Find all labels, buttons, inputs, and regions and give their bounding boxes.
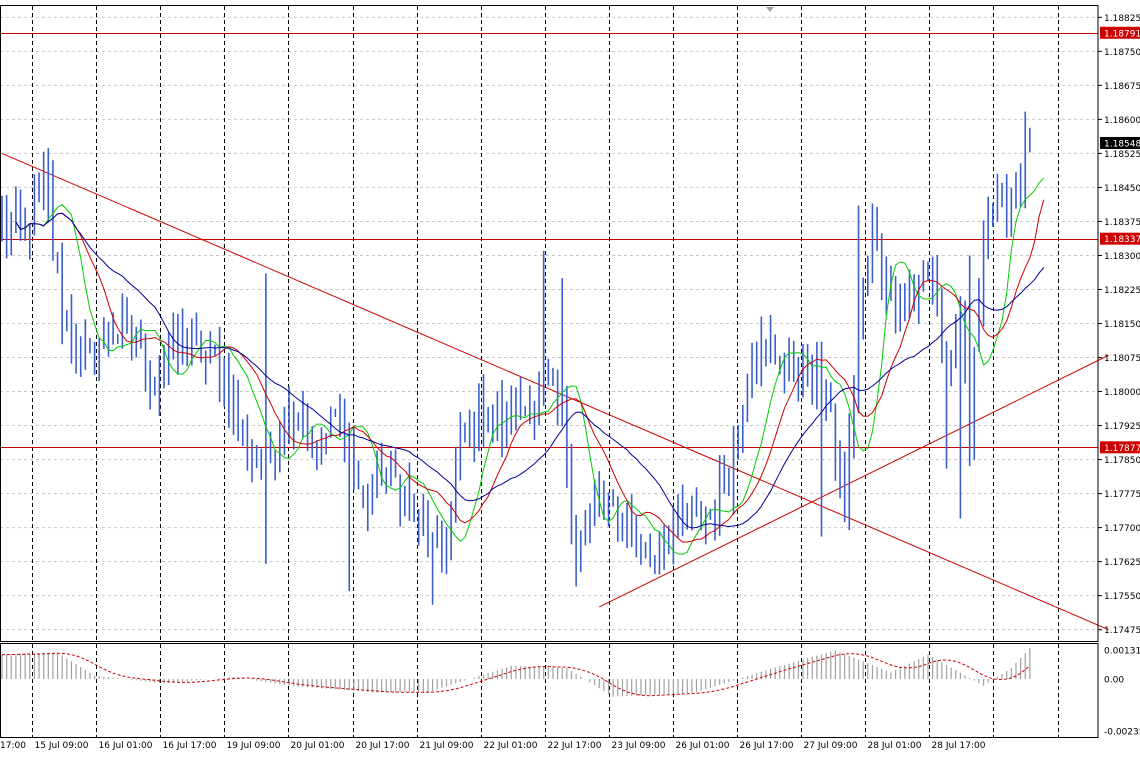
trendline-ascending [599, 354, 1109, 608]
oscillator-pane [1, 648, 1031, 697]
level-price-tag: 1.18791 [1104, 29, 1140, 39]
time-tick-label: 23 Jul 09:00 [612, 741, 666, 751]
price-tick-label: 1.18075 [1104, 354, 1140, 364]
level-price-tag-bg [1100, 441, 1140, 454]
price-tick-label: 1.18525 [1104, 150, 1140, 160]
trendlines[interactable] [1, 152, 1109, 631]
current-price-tag: 1.18548 [1104, 139, 1140, 149]
time-tick-label: 27 Jul 09:00 [804, 741, 858, 751]
price-tick-label: 1.18825 [1104, 14, 1140, 24]
level-price-tag-bg [1100, 26, 1140, 39]
trendline-descending [1, 152, 1109, 631]
time-tick-label: 20 Jul 17:00 [356, 741, 410, 751]
price-tick-label: 1.17550 [1104, 592, 1140, 602]
price-tick-label: 1.17925 [1104, 422, 1140, 432]
current-price-tag-bg [1100, 136, 1140, 149]
price-tick-label: 1.18450 [1104, 184, 1140, 194]
oscillator-tick-label: 0.00 [1104, 676, 1124, 686]
level-price-tag: 1.18337 [1104, 235, 1140, 245]
price-tick-label: 1.17625 [1104, 558, 1140, 568]
price-axis[interactable]: 1.18825 1.18750 1.18675 1.18600 1.18525 1.184… [1098, 14, 1140, 738]
time-tick-label: 15 Jul 09:00 [35, 741, 89, 751]
price-tick-label: 1.18300 [1104, 252, 1140, 262]
price-level-lines[interactable] [0, 33, 1098, 448]
price-tick-label: 1.17850 [1104, 456, 1140, 466]
price-tick-label: 1.17475 [1104, 626, 1140, 636]
oscillator-signal-line [1, 652, 1031, 697]
gridlines [0, 6, 1098, 737]
time-tick-label: 26 Jul 17:00 [740, 741, 794, 751]
oscillator-tick-label: 0.001312 [1104, 647, 1140, 657]
time-tick-label: 22 Jul 01:00 [484, 741, 538, 751]
oscillator-tick-label: -0.00235 [1104, 728, 1140, 738]
moving-average-line [15, 199, 1045, 543]
candles [1, 111, 1031, 605]
price-tick-label: 1.18225 [1104, 286, 1140, 296]
time-tick-label: 17:00 [0, 741, 26, 751]
price-tick-label: 1.17700 [1104, 524, 1140, 534]
time-tick-label: 16 Jul 17:00 [163, 741, 217, 751]
price-tick-label: 1.18150 [1104, 320, 1140, 330]
time-tick-label: 28 Jul 17:00 [932, 741, 986, 751]
moving-average-line [15, 177, 1045, 555]
level-price-tag: 1.17877 [1104, 444, 1140, 454]
time-tick-label: 20 Jul 01:00 [291, 741, 345, 751]
time-axis[interactable]: 17:00 15 Jul 09:00 16 Jul 01:00 16 Jul 17:0… [0, 741, 986, 751]
shift-marker-icon [766, 7, 774, 12]
price-tick-label: 1.18675 [1104, 82, 1140, 92]
time-tick-label: 22 Jul 17:00 [548, 741, 602, 751]
oscillator-pane-border [0, 643, 1099, 738]
price-tick-label: 1.18750 [1104, 48, 1140, 58]
price-tick-label: 1.18000 [1104, 388, 1140, 398]
moving-average-line [15, 212, 1045, 529]
time-tick-label: 28 Jul 01:00 [868, 741, 922, 751]
time-tick-label: 26 Jul 01:00 [676, 741, 730, 751]
price-tick-label: 1.18600 [1104, 116, 1140, 126]
time-tick-label: 19 Jul 09:00 [227, 741, 281, 751]
time-tick-label: 21 Jul 09:00 [420, 741, 474, 751]
price-tick-label: 1.18375 [1104, 218, 1140, 228]
moving-averages [15, 177, 1045, 555]
level-price-tag-bg [1100, 232, 1140, 245]
price-tick-label: 1.17775 [1104, 490, 1140, 500]
time-tick-label: 16 Jul 01:00 [99, 741, 153, 751]
